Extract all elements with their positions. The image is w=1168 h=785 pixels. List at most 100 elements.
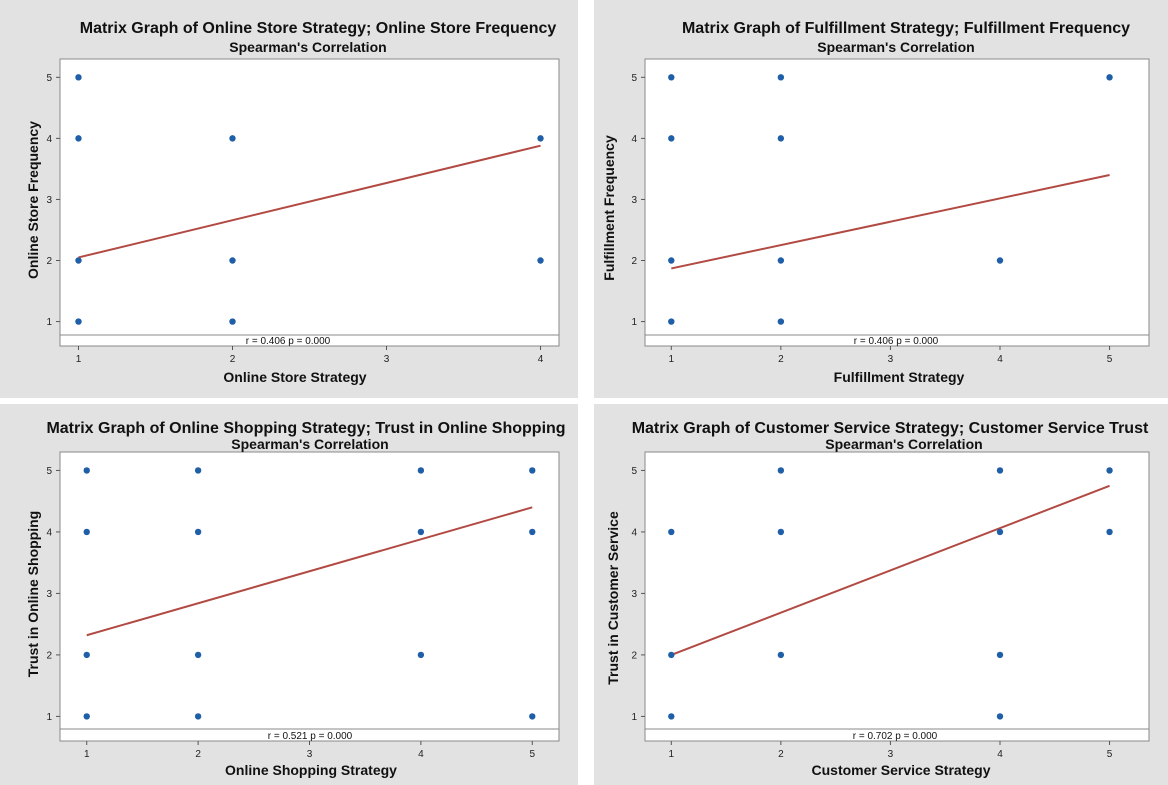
- x-tick-label: 2: [230, 354, 236, 365]
- data-point: [194, 651, 202, 659]
- plot-layer: 1 2 3 4 5 1 2 3 4 5: [631, 58, 1150, 365]
- x-axis-label: Fulfillment Strategy: [834, 369, 965, 385]
- data-point: [83, 713, 90, 720]
- chart-subtitle: Spearman's Correlation: [817, 39, 974, 55]
- data-point: [668, 135, 675, 142]
- y-tick-label: 4: [46, 134, 52, 145]
- x-tick-label: 2: [195, 749, 201, 760]
- data-point: [417, 528, 425, 536]
- y-tick-label: 3: [631, 195, 637, 206]
- data-point: [1106, 467, 1113, 474]
- data-point: [417, 467, 425, 474]
- data-point: [668, 74, 675, 81]
- plot-area: [59, 451, 560, 742]
- plot-layer: 1 2 3 4 5 1 2 3 4: [46, 58, 560, 365]
- x-tick-label: 3: [384, 354, 390, 365]
- y-tick-label: 3: [46, 589, 52, 600]
- x-axis-label: Customer Service Strategy: [812, 762, 991, 778]
- y-axis-label: Fulfillment Frequency: [601, 135, 617, 281]
- data-point: [668, 257, 675, 264]
- plot-layer: 1 2 3 4 5 1 2 3 4 5: [46, 451, 560, 760]
- chart-panel-fulfillment: 1 2 3 4 5 1 2 3 4 5 Matrix Graph of Fulfillment S…: [594, 0, 1168, 398]
- y-tick-label: 5: [631, 73, 637, 84]
- y-tick-label: 1: [46, 317, 52, 328]
- data-point: [417, 651, 425, 659]
- chart-svg: 1 2 3 4 5 1 2 3 4 5 Matrix Graph of Online Shoppi…: [25, 420, 566, 778]
- chart-svg: 1 2 3 4 5 1 2 3 4 5 Matrix Graph of Fulfillment S…: [601, 20, 1150, 385]
- y-tick-label: 1: [631, 712, 637, 723]
- data-point: [777, 528, 785, 536]
- y-tick-label: 1: [46, 712, 52, 723]
- data-point: [777, 467, 785, 474]
- x-tick-label: 1: [669, 749, 675, 760]
- data-point: [194, 528, 202, 536]
- data-point: [229, 318, 236, 325]
- x-tick-label: 5: [1107, 749, 1113, 760]
- x-tick-label: 5: [529, 749, 535, 760]
- x-tick-label: 2: [778, 749, 784, 760]
- x-tick-label: 1: [669, 354, 675, 365]
- y-axis-label: Trust in Online Shopping: [25, 511, 41, 677]
- y-tick-label: 3: [631, 589, 637, 600]
- x-tick-label: 4: [538, 354, 544, 365]
- chart-title: Matrix Graph of Online Store Strategy; O…: [80, 20, 557, 37]
- data-point: [537, 257, 544, 264]
- y-axis-label: Online Store Frequency: [25, 121, 41, 279]
- data-point: [529, 528, 536, 536]
- correlation-stat: r = 0.702 p = 0.000: [853, 731, 938, 742]
- chart-title: Matrix Graph of Customer Service Strateg…: [632, 420, 1149, 437]
- data-point: [996, 467, 1004, 474]
- data-point: [777, 318, 785, 325]
- data-point: [668, 318, 675, 325]
- data-point: [194, 467, 202, 474]
- y-tick-label: 5: [46, 466, 52, 477]
- fit-line: [670, 484, 1110, 656]
- chart-panel-customer-service: 1 2 3 4 5 1 2 3 4 5 Matrix Graph of Customer Serv…: [594, 404, 1168, 785]
- fit-line: [78, 144, 541, 259]
- chart-panel-online-store: 1 2 3 4 5 1 2 3 4 Matrix Graph of Online Store S…: [0, 0, 578, 398]
- chart-subtitle: Spearman's Correlation: [231, 436, 388, 452]
- plot-layer: 1 2 3 4 5 1 2 3 4 5: [631, 451, 1150, 760]
- data-point: [996, 257, 1004, 264]
- fit-line: [86, 506, 533, 637]
- fit-line: [671, 174, 1110, 270]
- data-point: [1106, 74, 1113, 81]
- data-point: [668, 651, 675, 659]
- y-tick-label: 2: [631, 650, 637, 661]
- x-tick-label: 3: [307, 749, 313, 760]
- correlation-stat: r = 0.521 p = 0.000: [268, 731, 353, 742]
- x-tick-label: 5: [1107, 354, 1113, 365]
- data-point: [75, 318, 82, 325]
- x-tick-label: 3: [888, 354, 894, 365]
- y-tick-label: 2: [631, 256, 637, 267]
- y-tick-label: 5: [631, 466, 637, 477]
- plot-area: [644, 451, 1150, 742]
- data-point: [996, 651, 1004, 659]
- data-point: [996, 713, 1004, 720]
- y-tick-label: 4: [631, 527, 637, 538]
- x-tick-label: 2: [778, 354, 784, 365]
- y-tick-label: 4: [46, 527, 52, 538]
- data-point: [75, 257, 82, 264]
- y-tick-label: 3: [46, 195, 52, 206]
- data-point: [777, 651, 785, 659]
- data-point: [83, 467, 90, 474]
- data-point: [996, 528, 1004, 536]
- data-point: [83, 528, 90, 536]
- plot-area: [644, 58, 1150, 347]
- chart-subtitle: Spearman's Correlation: [229, 39, 386, 55]
- correlation-stat: r = 0.406 p = 0.000: [854, 336, 939, 347]
- data-point: [83, 651, 90, 659]
- x-axis-label: Online Shopping Strategy: [225, 762, 397, 778]
- x-tick-label: 4: [997, 354, 1003, 365]
- data-point: [229, 135, 236, 142]
- x-tick-label: 1: [76, 354, 82, 365]
- data-point: [75, 74, 82, 81]
- chart-panel-online-shopping: 1 2 3 4 5 1 2 3 4 5 Matrix Graph of Online Shoppi…: [0, 404, 578, 785]
- data-point: [229, 257, 236, 264]
- x-tick-label: 3: [888, 749, 894, 760]
- y-tick-label: 4: [631, 134, 637, 145]
- correlation-stat: r = 0.406 p = 0.000: [246, 336, 331, 347]
- data-point: [75, 135, 82, 142]
- x-tick-label: 1: [84, 749, 90, 760]
